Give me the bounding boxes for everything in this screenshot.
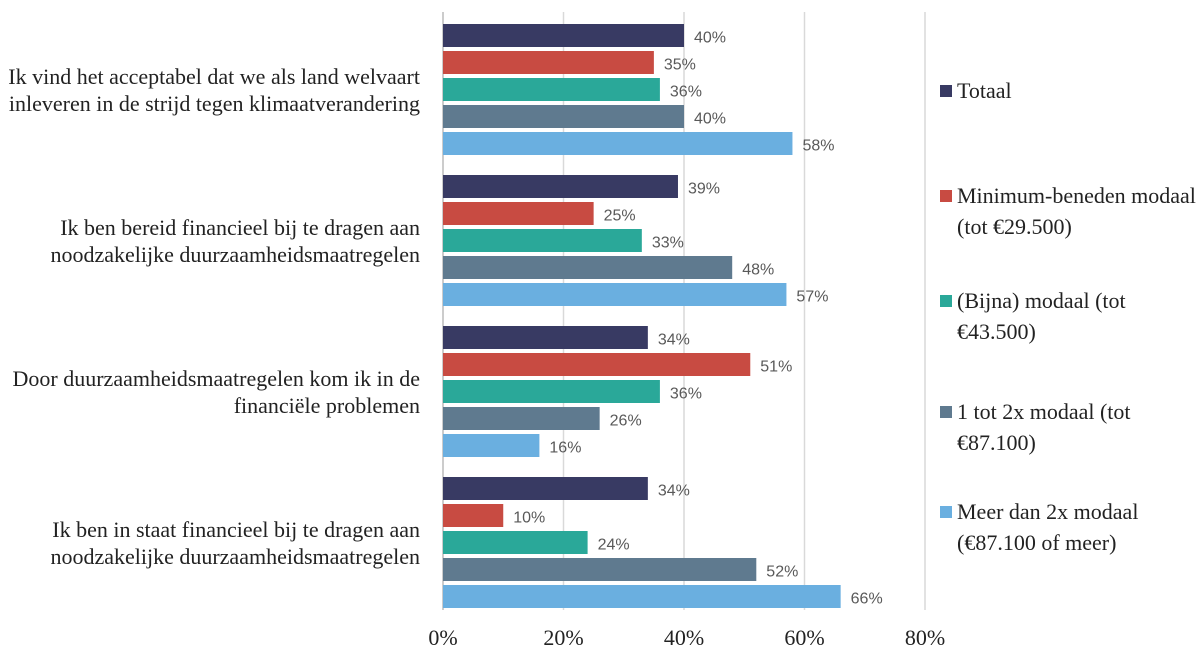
bar	[443, 585, 841, 608]
legend-label: Totaal	[957, 78, 1012, 103]
legend-label: Meer dan 2x modaal (€87.100 of meer)	[957, 499, 1139, 555]
data-label: 25%	[604, 208, 636, 225]
legend-label: 1 tot 2x modaal (tot €87.100)	[957, 399, 1131, 455]
data-label: 36%	[670, 386, 702, 403]
bar	[443, 477, 648, 500]
data-label: 48%	[742, 262, 774, 279]
x-tick-label: 40%	[664, 625, 704, 650]
data-label: 40%	[694, 30, 726, 47]
data-label: 26%	[610, 413, 642, 430]
legend-swatch	[940, 85, 952, 97]
bar	[443, 132, 793, 155]
bar	[443, 78, 660, 101]
bar	[443, 256, 733, 279]
bar	[443, 229, 642, 252]
category-label: Door duurzaamheidsmaatregelen kom ik in …	[12, 365, 420, 418]
data-label: 39%	[688, 181, 720, 198]
category-label: Ik ben bereid financieel bij te dragen a…	[50, 214, 420, 267]
legend-swatch	[940, 190, 952, 202]
bar	[443, 326, 648, 349]
bar	[443, 283, 787, 306]
data-label: 52%	[766, 564, 798, 581]
legend-label: Minimum-beneden modaal (tot €29.500)	[957, 183, 1196, 239]
data-label: 36%	[670, 84, 702, 101]
bar	[443, 51, 654, 74]
data-label: 58%	[802, 138, 834, 155]
legend-label: (Bijna) modaal (tot €43.500)	[957, 288, 1126, 344]
bar	[443, 558, 757, 581]
data-label: 33%	[652, 235, 684, 252]
data-label: 10%	[513, 510, 545, 527]
bar	[443, 531, 588, 554]
bar	[443, 353, 751, 376]
bar	[443, 105, 684, 128]
x-tick-label: 60%	[784, 625, 824, 650]
x-tick-label: 80%	[905, 625, 945, 650]
data-label: 57%	[796, 289, 828, 306]
category-label: Ik vind het acceptabel dat we als land w…	[8, 63, 420, 116]
x-tick-label: 0%	[428, 625, 457, 650]
bar	[443, 380, 660, 403]
bar	[443, 434, 540, 457]
bar	[443, 175, 678, 198]
data-label: 24%	[598, 537, 630, 554]
data-label: 66%	[851, 591, 883, 608]
bar	[443, 504, 504, 527]
x-tick-label: 20%	[543, 625, 583, 650]
bar	[443, 407, 600, 430]
data-label: 40%	[694, 111, 726, 128]
bar	[443, 24, 684, 47]
data-label: 35%	[664, 57, 696, 74]
legend-swatch	[940, 295, 952, 307]
category-label: Ik ben in staat financieel bij te dragen…	[50, 516, 420, 569]
legend-swatch	[940, 506, 952, 518]
data-label: 34%	[658, 483, 690, 500]
data-label: 34%	[658, 332, 690, 349]
data-label: 16%	[549, 440, 581, 457]
legend-swatch	[940, 406, 952, 418]
bar	[443, 202, 594, 225]
data-label: 51%	[760, 359, 792, 376]
